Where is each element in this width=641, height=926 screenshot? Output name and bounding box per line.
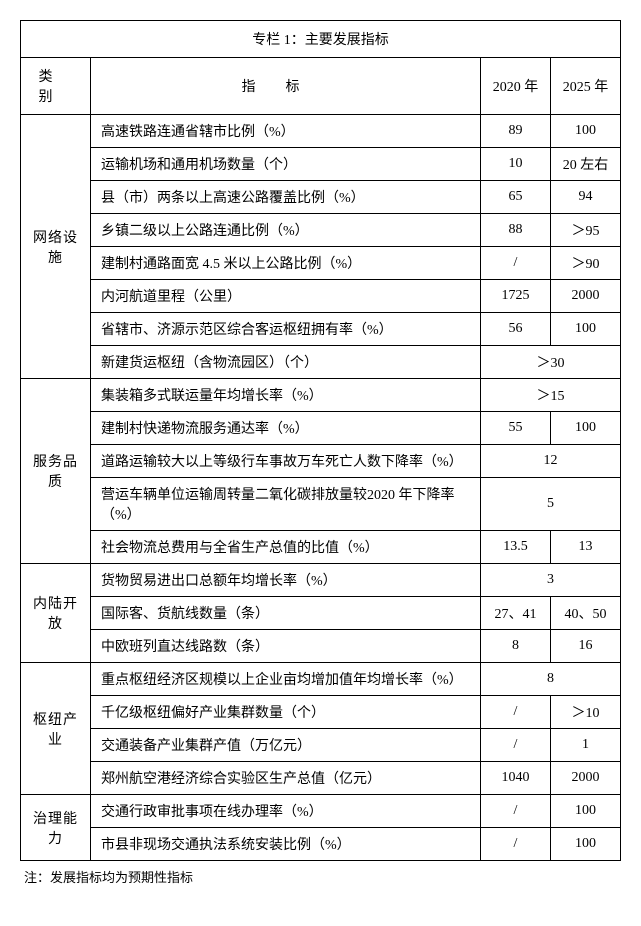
table-row: 郑州航空港经济综合实验区生产总值（亿元）10402000 <box>21 762 621 795</box>
value-2025-cell: 100 <box>551 828 621 861</box>
value-2020-cell: 27、41 <box>481 597 551 630</box>
table-row: 新建货运枢纽（含物流园区）（个）＞30 <box>21 346 621 379</box>
merged-value-cell: ＞15 <box>481 379 621 412</box>
indicator-cell: 集装箱多式联运量年均增长率（%） <box>91 379 481 412</box>
indicator-cell: 货物贸易进出口总额年均增长率（%） <box>91 564 481 597</box>
value-2020-cell: 8 <box>481 630 551 663</box>
indicator-cell: 交通行政审批事项在线办理率（%） <box>91 795 481 828</box>
indicator-cell: 重点枢纽经济区规模以上企业亩均增加值年均增长率（%） <box>91 663 481 696</box>
table-row: 内河航道里程（公里）17252000 <box>21 280 621 313</box>
category-cell: 服务品质 <box>21 379 91 564</box>
table-row: 省辖市、济源示范区综合客运枢纽拥有率（%）56100 <box>21 313 621 346</box>
indicator-cell: 千亿级枢纽偏好产业集群数量（个） <box>91 696 481 729</box>
indicator-cell: 中欧班列直达线路数（条） <box>91 630 481 663</box>
indicator-cell: 建制村通路面宽 4.5 米以上公路比例（%） <box>91 247 481 280</box>
indicator-cell: 内河航道里程（公里） <box>91 280 481 313</box>
value-2020-cell: / <box>481 795 551 828</box>
header-category: 类别 <box>21 58 91 115</box>
header-2025: 2025 年 <box>551 58 621 115</box>
indicator-cell: 乡镇二级以上公路连通比例（%） <box>91 214 481 247</box>
merged-value-cell: ＞30 <box>481 346 621 379</box>
value-2025-cell: 100 <box>551 313 621 346</box>
table-row: 治理能力交通行政审批事项在线办理率（%）/100 <box>21 795 621 828</box>
value-2025-cell: 20 左右 <box>551 148 621 181</box>
value-2020-cell: 1725 <box>481 280 551 313</box>
value-2020-cell: 56 <box>481 313 551 346</box>
value-2020-cell: 55 <box>481 412 551 445</box>
indicator-cell: 市县非现场交通执法系统安装比例（%） <box>91 828 481 861</box>
merged-value-cell: 8 <box>481 663 621 696</box>
value-2025-cell: 100 <box>551 412 621 445</box>
table-row: 社会物流总费用与全省生产总值的比值（%）13.513 <box>21 531 621 564</box>
table-row: 营运车辆单位运输周转量二氧化碳排放量较2020 年下降率（%）5 <box>21 478 621 531</box>
table-row: 服务品质集装箱多式联运量年均增长率（%）＞15 <box>21 379 621 412</box>
table-row: 千亿级枢纽偏好产业集群数量（个）/＞10 <box>21 696 621 729</box>
header-indicator: 指标 <box>91 58 481 115</box>
table-row: 交通装备产业集群产值（万亿元）/1 <box>21 729 621 762</box>
indicator-cell: 县（市）两条以上高速公路覆盖比例（%） <box>91 181 481 214</box>
value-2020-cell: 1040 <box>481 762 551 795</box>
table-row: 网络设施高速铁路连通省辖市比例（%）89100 <box>21 115 621 148</box>
value-2020-cell: 13.5 <box>481 531 551 564</box>
value-2025-cell: 100 <box>551 115 621 148</box>
category-cell: 内陆开放 <box>21 564 91 663</box>
value-2020-cell: / <box>481 828 551 861</box>
indicators-table: 专栏 1：主要发展指标 类别 指标 2020 年 2025 年 网络设施高速铁路… <box>20 20 621 861</box>
table-row: 建制村通路面宽 4.5 米以上公路比例（%）/＞90 <box>21 247 621 280</box>
value-2020-cell: 65 <box>481 181 551 214</box>
value-2025-cell: ＞10 <box>551 696 621 729</box>
merged-value-cell: 5 <box>481 478 621 531</box>
category-cell: 枢纽产业 <box>21 663 91 795</box>
value-2025-cell: 16 <box>551 630 621 663</box>
footnote: 注：发展指标均为预期性指标 <box>20 867 621 886</box>
indicator-cell: 运输机场和通用机场数量（个） <box>91 148 481 181</box>
table-row: 国际客、货航线数量（条）27、4140、50 <box>21 597 621 630</box>
table-row: 市县非现场交通执法系统安装比例（%）/100 <box>21 828 621 861</box>
merged-value-cell: 3 <box>481 564 621 597</box>
value-2020-cell: / <box>481 247 551 280</box>
indicator-cell: 国际客、货航线数量（条） <box>91 597 481 630</box>
table-row: 县（市）两条以上高速公路覆盖比例（%）6594 <box>21 181 621 214</box>
indicator-cell: 建制村快递物流服务通达率（%） <box>91 412 481 445</box>
table-row: 道路运输较大以上等级行车事故万车死亡人数下降率（%）12 <box>21 445 621 478</box>
indicator-cell: 营运车辆单位运输周转量二氧化碳排放量较2020 年下降率（%） <box>91 478 481 531</box>
value-2020-cell: 88 <box>481 214 551 247</box>
table-row: 内陆开放货物贸易进出口总额年均增长率（%）3 <box>21 564 621 597</box>
value-2025-cell: ＞95 <box>551 214 621 247</box>
value-2020-cell: / <box>481 729 551 762</box>
table-row: 乡镇二级以上公路连通比例（%）88＞95 <box>21 214 621 247</box>
table-title: 专栏 1：主要发展指标 <box>21 21 621 58</box>
indicator-cell: 新建货运枢纽（含物流园区）（个） <box>91 346 481 379</box>
table-row: 建制村快递物流服务通达率（%）55100 <box>21 412 621 445</box>
value-2025-cell: 13 <box>551 531 621 564</box>
indicator-cell: 道路运输较大以上等级行车事故万车死亡人数下降率（%） <box>91 445 481 478</box>
value-2020-cell: 89 <box>481 115 551 148</box>
category-cell: 网络设施 <box>21 115 91 379</box>
value-2020-cell: / <box>481 696 551 729</box>
merged-value-cell: 12 <box>481 445 621 478</box>
value-2020-cell: 10 <box>481 148 551 181</box>
table-row: 中欧班列直达线路数（条）816 <box>21 630 621 663</box>
value-2025-cell: 1 <box>551 729 621 762</box>
value-2025-cell: 100 <box>551 795 621 828</box>
indicator-cell: 省辖市、济源示范区综合客运枢纽拥有率（%） <box>91 313 481 346</box>
table-row: 运输机场和通用机场数量（个）1020 左右 <box>21 148 621 181</box>
category-cell: 治理能力 <box>21 795 91 861</box>
indicator-cell: 高速铁路连通省辖市比例（%） <box>91 115 481 148</box>
header-2020: 2020 年 <box>481 58 551 115</box>
indicator-cell: 交通装备产业集群产值（万亿元） <box>91 729 481 762</box>
value-2025-cell: 40、50 <box>551 597 621 630</box>
value-2025-cell: 2000 <box>551 280 621 313</box>
value-2025-cell: 94 <box>551 181 621 214</box>
indicator-cell: 社会物流总费用与全省生产总值的比值（%） <box>91 531 481 564</box>
table-row: 枢纽产业重点枢纽经济区规模以上企业亩均增加值年均增长率（%）8 <box>21 663 621 696</box>
value-2025-cell: 2000 <box>551 762 621 795</box>
indicator-cell: 郑州航空港经济综合实验区生产总值（亿元） <box>91 762 481 795</box>
value-2025-cell: ＞90 <box>551 247 621 280</box>
